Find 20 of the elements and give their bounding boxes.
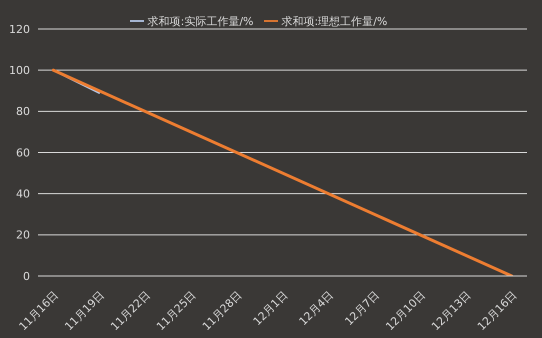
x-tick-label: 11月25日 — [154, 288, 199, 334]
x-tick-label: 12月10日 — [383, 288, 428, 334]
y-tick-label: 40 — [16, 188, 30, 201]
y-tick-label: 0 — [23, 270, 30, 283]
legend-label: 求和项:理想工作量/% — [282, 15, 388, 28]
x-tick-label: 11月16日 — [16, 288, 62, 334]
x-tick-label: 11月28日 — [200, 288, 244, 334]
x-tick-label: 12月7日 — [342, 288, 382, 328]
x-tick-label: 12月1日 — [250, 288, 290, 328]
x-tick-label: 11月22日 — [108, 288, 153, 334]
y-tick-label: 120 — [9, 22, 30, 36]
y-tick-label: 20 — [16, 228, 30, 242]
y-tick-label: 100 — [9, 64, 30, 78]
y-tick-label: 60 — [16, 146, 30, 160]
legend-label: 求和项:实际工作量/% — [148, 15, 254, 28]
x-tick-label: 12月4日 — [296, 288, 336, 328]
x-tick-label: 11月19日 — [62, 288, 107, 334]
y-tick-label: 80 — [16, 105, 30, 118]
x-tick-label: 12月13日 — [429, 288, 474, 334]
x-tick-label: 12月16日 — [474, 288, 520, 334]
